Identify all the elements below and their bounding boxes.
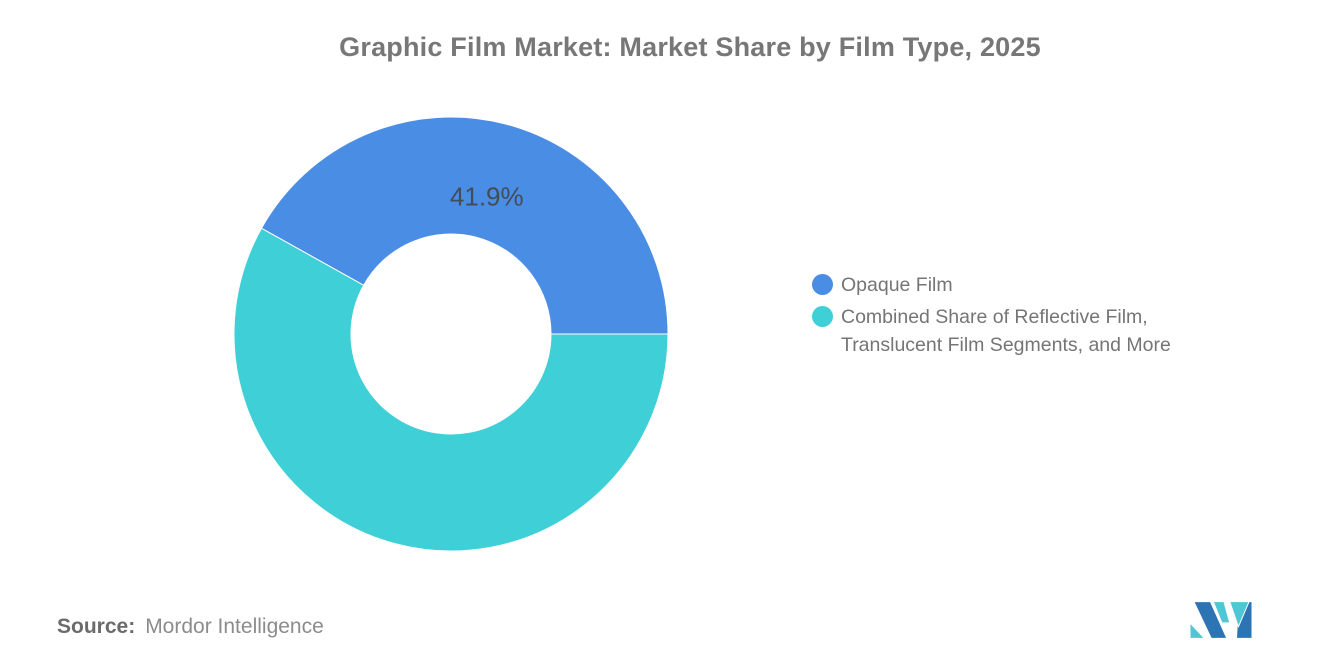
pie-slice-1[interactable] — [233, 227, 669, 552]
legend-item-combined-share[interactable]: Combined Share of Reflective Film, Trans… — [812, 303, 1171, 359]
logo-shape-navy-diagonal — [1193, 601, 1228, 639]
logo-shape-teal-right — [1229, 601, 1250, 629]
logo-shape-teal-corner — [1190, 622, 1206, 639]
legend-marker-icon — [812, 306, 833, 327]
donut-chart-area: 41.9% — [232, 115, 670, 553]
chart-legend: Opaque Film Combined Share of Reflective… — [812, 271, 1171, 359]
legend-item-label: Combined Share of Reflective Film, Trans… — [841, 306, 1171, 356]
source-attribution: Source: Mordor Intelligence — [57, 615, 324, 639]
donut-chart: 41.9% — [233, 116, 669, 552]
legend-item-label: Opaque Film — [841, 274, 953, 296]
legend-marker-icon — [812, 274, 833, 295]
mordor-intelligence-logo — [1190, 601, 1252, 639]
chart-title: Graphic Film Market: Market Share by Fil… — [339, 32, 1041, 62]
source-label: Source: — [57, 615, 136, 638]
slice-data-label: 41.9% — [450, 181, 524, 211]
pie-slice-0[interactable] — [260, 116, 669, 335]
source-value: Mordor Intelligence — [145, 615, 324, 638]
logo-shape-teal-mid — [1212, 601, 1231, 624]
legend-item-opaque-film[interactable]: Opaque Film — [812, 271, 1171, 299]
